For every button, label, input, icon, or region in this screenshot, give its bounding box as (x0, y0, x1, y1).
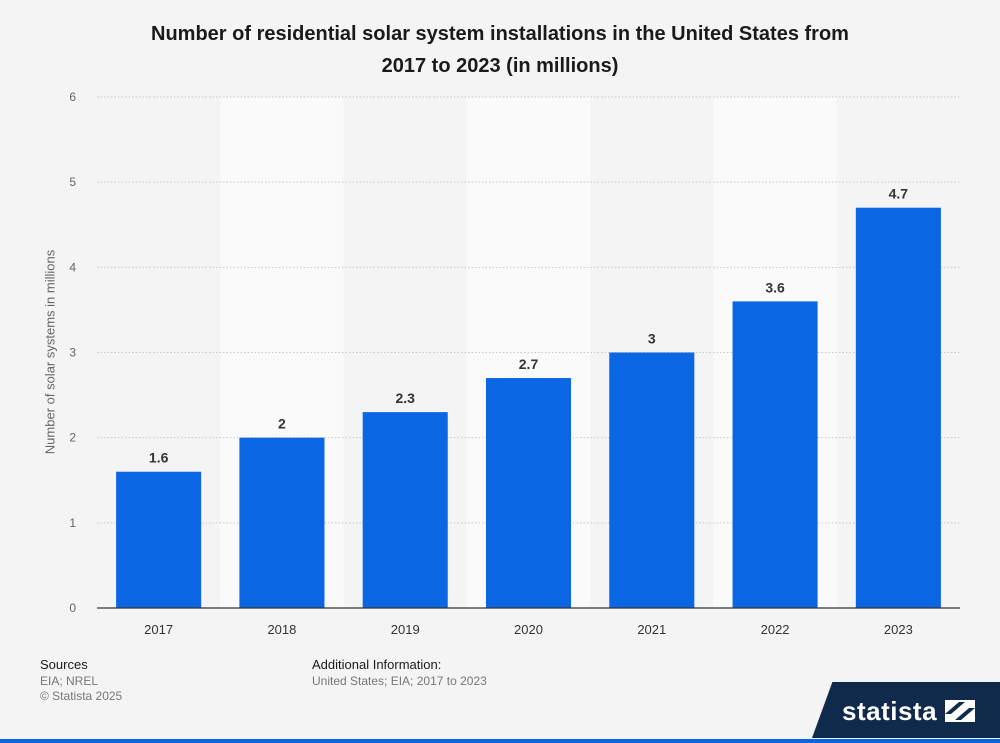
logo-wordmark: statista (842, 695, 938, 726)
y-tick-label: 5 (69, 175, 76, 189)
bottom-accent-line (0, 739, 1000, 743)
copyright-text: © Statista 2025 (40, 689, 123, 703)
statista-flag-icon (945, 700, 976, 722)
x-tick-label: 2017 (144, 622, 173, 637)
x-tick-label: 2023 (884, 622, 913, 637)
data-label: 1.6 (149, 450, 169, 466)
x-tick-label: 2021 (637, 622, 666, 637)
y-tick-label: 0 (69, 601, 76, 615)
y-axis-label: Number of solar systems in millions (42, 249, 58, 455)
x-tick-label: 2022 (761, 622, 790, 637)
sources-heading: Sources (40, 657, 88, 672)
data-label: 2.7 (519, 356, 539, 372)
data-label: 2.3 (395, 390, 415, 406)
y-tick-label: 3 (69, 346, 76, 360)
data-label: 4.7 (889, 186, 909, 202)
y-tick-label: 1 (69, 516, 76, 530)
statista-logo[interactable]: statista (842, 694, 976, 728)
bar (116, 471, 202, 608)
data-label: 3.6 (765, 279, 785, 295)
x-tick-label: 2020 (514, 622, 543, 637)
bar (239, 437, 325, 608)
bar-chart: 0 1 2 3 4 5 6 1.6 2017 2 2018 2.3 2019 2.7 2020 3 2021 3.… (69, 90, 960, 637)
chart-title-line-1: Number of residential solar system insta… (151, 23, 849, 45)
y-tick-label: 6 (69, 90, 76, 104)
bar (485, 378, 572, 608)
additional-info-text: United States; EIA; 2017 to 2023 (312, 674, 487, 688)
additional-info-heading: Additional Information: (312, 657, 442, 672)
bar (732, 301, 818, 608)
y-tick-label: 4 (69, 260, 76, 274)
bar (855, 207, 941, 608)
chart-title-line-2: 2017 to 2023 (in millions) (381, 55, 619, 77)
sources-text: EIA; NREL (40, 674, 99, 688)
chart-title: Number of residential solar system insta… (0, 18, 1000, 82)
y-tick-label: 2 (69, 431, 76, 445)
x-tick-label: 2019 (391, 622, 420, 637)
sources-section: Sources EIA; NREL (40, 656, 98, 690)
data-label: 3 (648, 331, 656, 347)
additional-info-section: Additional Information: United States; E… (312, 656, 487, 690)
data-label: 2 (278, 416, 286, 432)
x-tick-label: 2018 (267, 622, 296, 637)
bar (609, 352, 695, 608)
bar (362, 412, 448, 608)
